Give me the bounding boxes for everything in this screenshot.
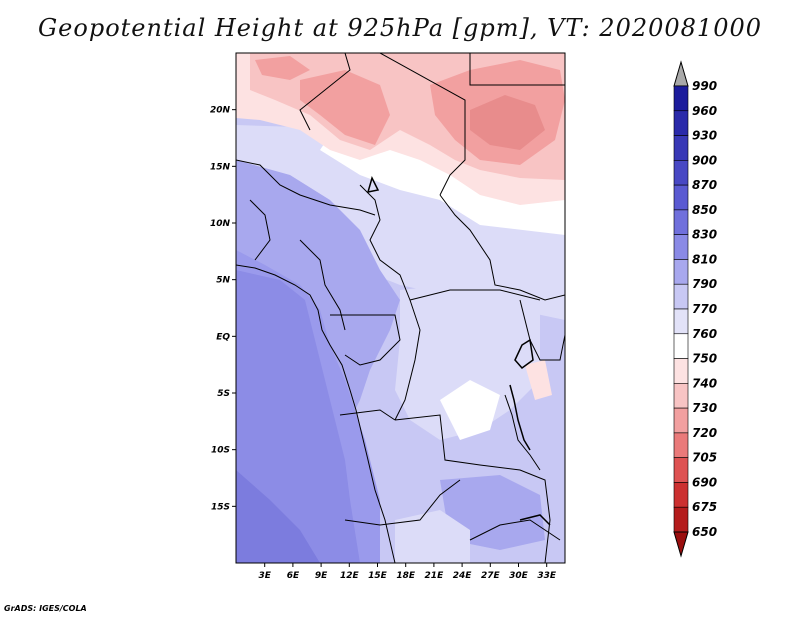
colorbar-label: 830: [692, 228, 717, 242]
grads-credit: GrADS: IGES/COLA: [4, 604, 87, 613]
x-tick-label: 3E: [258, 571, 271, 581]
colorbar-segment: [673, 160, 689, 186]
colorbar-label: 720: [692, 426, 717, 440]
colorbar-segment: [673, 506, 689, 533]
colorbar-top-arrow: [673, 60, 689, 87]
lake-outlines: [366, 175, 551, 526]
colorbar-segment: [673, 482, 689, 508]
colorbar-label: 650: [692, 525, 717, 539]
y-axis-ticks: 20N 15N 10N 5N EQ 5S 10S 15S: [210, 106, 236, 512]
field-850-870: [236, 470, 320, 563]
colorbar-segment: [673, 85, 689, 112]
colorbar-label: 730: [692, 401, 717, 415]
field-720-730-nw: [255, 56, 310, 80]
field-760-770: [236, 125, 565, 320]
field-760-770-south: [395, 510, 470, 563]
x-tick-label: 30E: [509, 571, 529, 581]
x-axis-ticks: 3E 6E 9E 12E 15E 18E 21E 24E 27E 30E 33E: [258, 563, 557, 581]
field-720-730-west: [300, 70, 390, 145]
y-tick-label: EQ: [216, 332, 230, 342]
colorbar-label: 900: [692, 153, 717, 167]
colorbar-label: 770: [692, 302, 717, 316]
y-tick-label: 10S: [211, 446, 230, 456]
colorbar-segment: [673, 407, 689, 434]
y-tick-label: 5S: [217, 389, 230, 399]
y-tick-label: 20N: [210, 106, 231, 116]
colorbar-segment: [673, 383, 689, 409]
colorbar-label: 990: [692, 79, 717, 93]
field-705-720: [470, 95, 545, 150]
colorbar-segment: [673, 234, 689, 260]
colorbar-label: 870: [692, 178, 717, 192]
y-tick-label: 15S: [211, 502, 230, 512]
field-750-760: [320, 135, 565, 235]
colorbar-segment: [673, 110, 689, 136]
colorbar-segment: [673, 209, 689, 235]
field-760-770-congo: [395, 285, 540, 440]
colorbar-segment: [673, 457, 689, 483]
x-tick-label: 33E: [537, 571, 557, 581]
colorbar-bottom-arrow: [673, 531, 689, 558]
colorbar-segment: [673, 135, 689, 161]
x-tick-label: 9E: [315, 571, 328, 581]
colorbar-label: 810: [692, 252, 717, 266]
colorbar-segment: [673, 308, 689, 335]
x-tick-label: 6E: [287, 571, 300, 581]
political-borders: [236, 53, 565, 563]
y-tick-label: 15N: [210, 162, 231, 172]
colorbar-label: 740: [692, 376, 717, 390]
field-740-750-lakes: [525, 360, 552, 400]
colorbar-segment: [673, 259, 689, 285]
x-tick-label: 27E: [481, 571, 501, 581]
map-title: Geopotential Height at 925hPa [gpm], VT:…: [38, 14, 762, 42]
colorbar-segment: [673, 184, 689, 211]
x-tick-label: 15E: [368, 571, 388, 581]
x-tick-label: 18E: [396, 571, 416, 581]
colorbar-segment: [673, 333, 689, 359]
x-tick-label: 12E: [340, 571, 360, 581]
field-830-850: [236, 270, 360, 563]
colorbar-segment: [673, 432, 689, 458]
colorbar-label: 690: [692, 475, 717, 489]
field-750-760-congo: [440, 380, 500, 440]
colorbar: 990 960 930 900 870 850 830 810 790 770 760 750 740 7…: [673, 60, 717, 558]
y-tick-label: 5N: [216, 276, 230, 286]
x-tick-label: 24E: [453, 571, 473, 581]
colorbar-label: 750: [692, 352, 717, 366]
colorbar-label: 760: [692, 327, 717, 341]
colorbar-segment: [673, 283, 689, 310]
x-tick-label: 21E: [425, 571, 445, 581]
colorbar-segment: [673, 358, 689, 384]
colorbar-label: 790: [692, 277, 717, 291]
colorbar-label: 705: [692, 451, 717, 465]
colorbar-label: 675: [692, 500, 717, 514]
map-panel: [236, 53, 565, 563]
colorbar-label: 960: [692, 104, 717, 118]
colorbar-label: 930: [692, 129, 717, 143]
y-tick-label: 10N: [210, 219, 231, 229]
colorbar-label: 850: [692, 203, 717, 217]
map-frame: [235, 52, 566, 564]
